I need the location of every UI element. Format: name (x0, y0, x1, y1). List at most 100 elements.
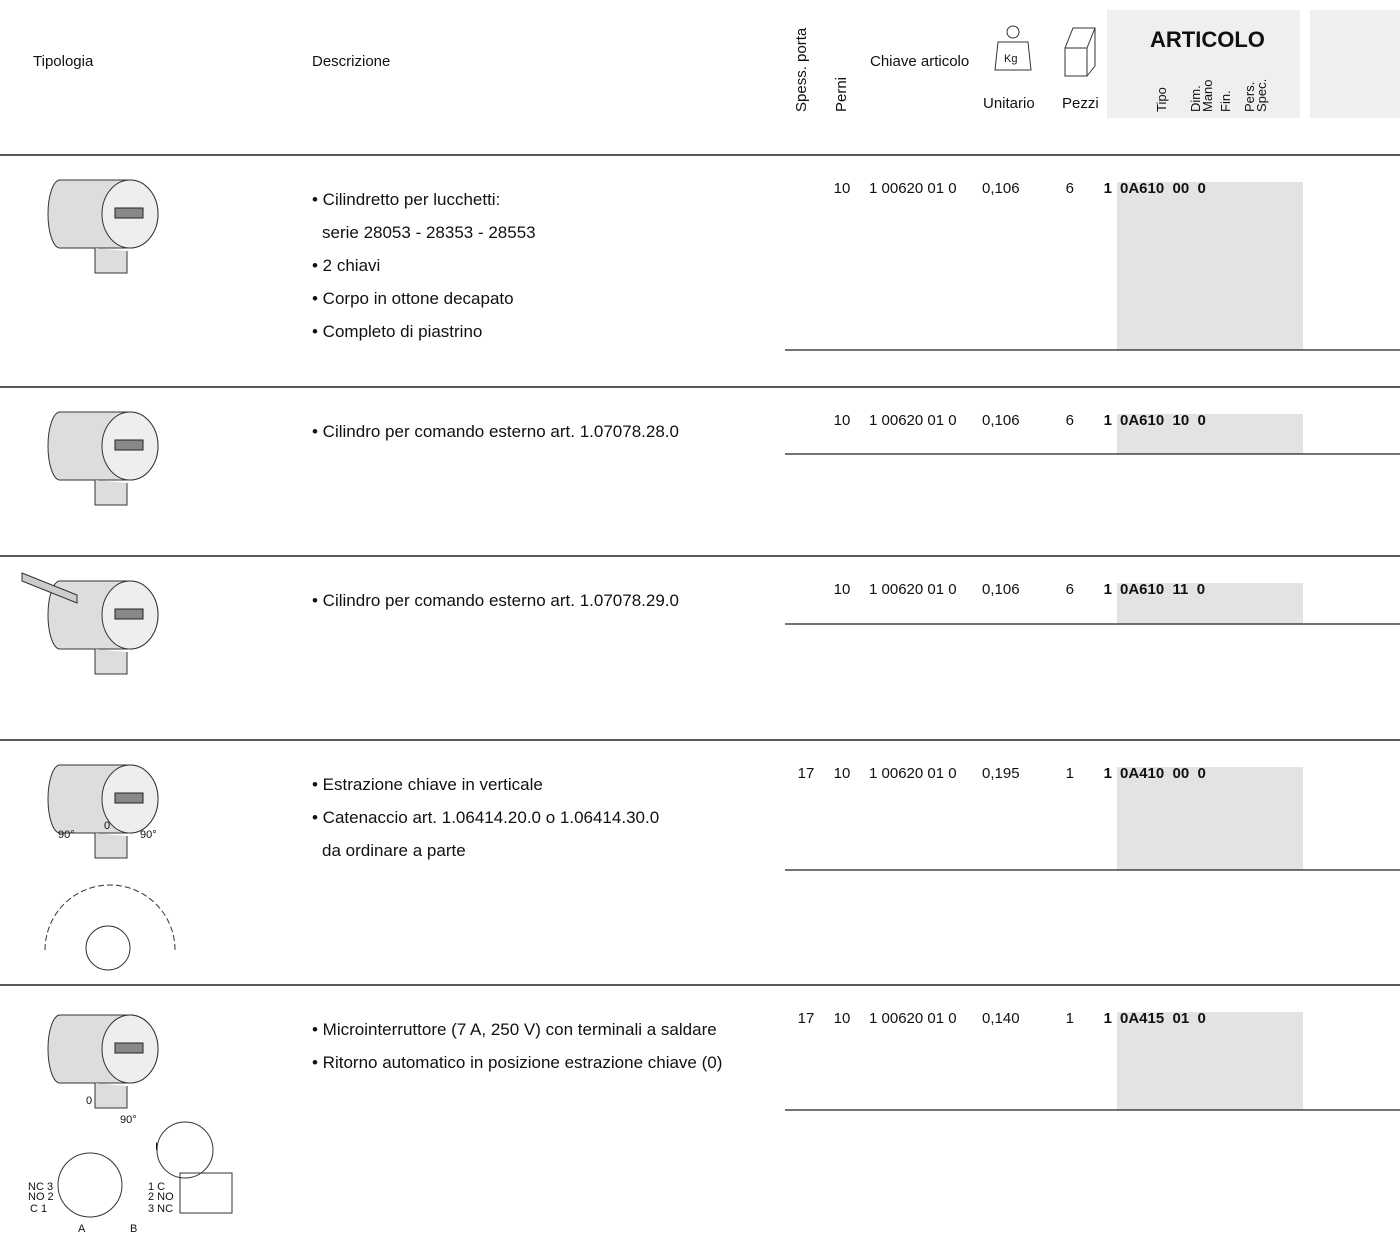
qty: 1 (1104, 412, 1112, 429)
article-code: 0A610 11 0 (1120, 581, 1205, 598)
chiave-articolo: 1 00620 01 0 (869, 581, 957, 598)
figure-label: 90° (120, 1114, 137, 1126)
figure-label: A (78, 1223, 86, 1235)
figure-label: I (155, 1141, 158, 1153)
header-perni: Perni (833, 77, 850, 112)
header-descrizione: Descrizione (312, 53, 390, 70)
figure-label: NO 2 (28, 1191, 54, 1203)
header-mano: Mano (1200, 79, 1215, 112)
pezzi: 6 (1066, 180, 1074, 197)
description-line: • 2 chiavi (312, 256, 380, 275)
qty: 1 (1104, 765, 1112, 782)
spess-porta: 17 (798, 1010, 815, 1027)
figure-label: 2 NO (148, 1191, 174, 1203)
dial (44, 884, 176, 951)
box-icon (1064, 27, 1096, 77)
product-image (44, 764, 176, 971)
description-line: • Ritorno automatico in posizione estraz… (312, 1053, 722, 1072)
keyway (114, 207, 144, 219)
header-tipo: Tipo (1154, 87, 1169, 112)
figure-label: C 1 (30, 1203, 47, 1215)
code-bg (1117, 182, 1303, 350)
unitario: 0,106 (982, 581, 1020, 598)
header-dim: Dim. (1188, 85, 1203, 112)
chiave-articolo: 1 00620 01 0 (869, 765, 957, 782)
terminal-face (57, 1152, 123, 1218)
description-line: • Microinterruttore (7 A, 250 V) con ter… (312, 1020, 717, 1039)
description-line: • Cilindro per comando esterno art. 1.07… (312, 422, 679, 441)
article-code: 0A410 00 0 (1120, 765, 1206, 782)
header-spec: Spec. (1254, 79, 1269, 112)
dial-face (85, 925, 131, 971)
keyway (114, 792, 144, 804)
unitario: 0,195 (982, 765, 1020, 782)
perni: 10 (834, 1010, 851, 1027)
header-fin: Fin. (1218, 90, 1233, 112)
weight-icon: Kg (994, 25, 1032, 71)
keyway (114, 608, 144, 620)
keyway (114, 1042, 144, 1054)
figure-label: 0 (86, 1095, 92, 1107)
kg-label: Kg (1004, 53, 1017, 65)
header-spess-porta: Spess. porta (793, 27, 810, 112)
unitario: 0,106 (982, 412, 1020, 429)
description-line: • Estrazione chiave in verticale (312, 775, 543, 794)
cam (94, 1083, 128, 1109)
perni: 10 (834, 412, 851, 429)
product-image (47, 179, 159, 274)
description-line: • Cilindretto per lucchetti: (312, 190, 500, 209)
pezzi: 1 (1066, 1010, 1074, 1027)
product-image (47, 1014, 233, 1218)
spess-porta: 17 (798, 765, 815, 782)
header-articolo: ARTICOLO (1150, 27, 1265, 52)
header-pezzi: Pezzi (1062, 95, 1099, 112)
perni: 10 (834, 581, 851, 598)
description-line: • Completo di piastrino (312, 322, 482, 341)
keyway (114, 439, 144, 451)
qty: 1 (1104, 581, 1112, 598)
key-blade (21, 572, 78, 604)
article-code: 0A610 00 0 (1120, 180, 1206, 197)
header-pers: Pers. (1242, 82, 1257, 112)
code-bg (1117, 414, 1303, 454)
cam (94, 833, 128, 859)
figure-label: B (130, 1223, 137, 1235)
description-line: • Catenaccio art. 1.06414.20.0 o 1.06414… (312, 808, 659, 827)
figure-label: 0 (104, 820, 110, 832)
article-code: 0A415 01 0 (1120, 1010, 1206, 1027)
pezzi: 6 (1066, 581, 1074, 598)
perni: 10 (834, 180, 851, 197)
cam (94, 248, 128, 274)
product-image (21, 572, 159, 675)
figure-label: 3 NC (148, 1203, 173, 1215)
description-line: da ordinare a parte (322, 841, 466, 860)
chiave-articolo: 1 00620 01 0 (869, 180, 957, 197)
figure-label: 90° (58, 829, 75, 841)
article-code: 0A610 10 0 (1120, 412, 1206, 429)
schematic (179, 1172, 233, 1214)
chiave-articolo: 1 00620 01 0 (869, 412, 957, 429)
qty: 1 (1104, 1010, 1112, 1027)
code-bg (1117, 1012, 1303, 1110)
cam (94, 649, 128, 675)
switch-face (156, 1121, 214, 1179)
code-bg (1117, 767, 1303, 870)
unitario: 0,106 (982, 180, 1020, 197)
figure-label: 90° (140, 829, 157, 841)
header-unitario: Unitario (983, 95, 1035, 112)
description-line: • Corpo in ottone decapato (312, 289, 514, 308)
header-chiave: Chiave articolo (870, 53, 969, 70)
unitario: 0,140 (982, 1010, 1020, 1027)
description-line: serie 28053 - 28353 - 28553 (322, 223, 536, 242)
header-tipologia: Tipologia (33, 53, 94, 70)
product-image (47, 411, 159, 506)
description-line: • Cilindro per comando esterno art. 1.07… (312, 591, 679, 610)
qty: 1 (1104, 180, 1112, 197)
chiave-articolo: 1 00620 01 0 (869, 1010, 957, 1027)
pezzi: 1 (1066, 765, 1074, 782)
code-bg (1117, 583, 1303, 624)
articolo-header-bg (1107, 10, 1300, 118)
header-bg (1310, 10, 1400, 118)
figure-label: 1 C (148, 1181, 165, 1193)
